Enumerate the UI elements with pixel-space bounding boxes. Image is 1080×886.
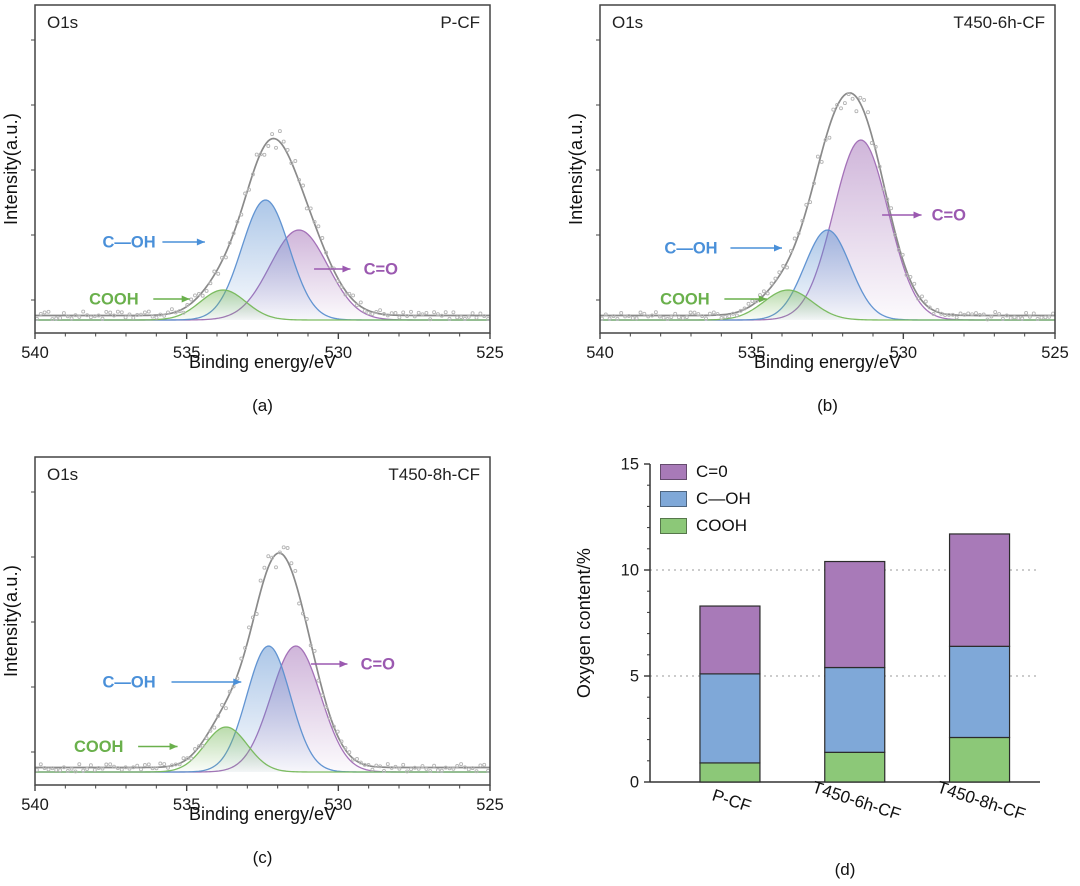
- svg-text:5: 5: [630, 668, 639, 686]
- x-axis-label-b: Binding energy/eV: [753, 352, 902, 372]
- spectrum-plot-t450-6h-cf: 540 535 530 525 C—OH C=O COOH: [586, 4, 1069, 362]
- panel-d: Oxygen content/% 0 5 10 15 P-CF T450-6h-CF T45…: [565, 452, 1080, 886]
- spectrum-plot-t450-8h-cf: 540 535 530 525 C—OH C=O COOH: [21, 456, 504, 814]
- legend: C=0 C—OH COOH: [660, 462, 751, 543]
- panel-b: Intensity(a.u.) 540 535 530 525 C—OH C=O COOH …: [565, 0, 1080, 443]
- orbital-label-a: O1s: [47, 13, 79, 32]
- svg-text:525: 525: [476, 796, 504, 814]
- sample-label-a: P-CF: [440, 13, 480, 32]
- panel-tag-d: (d): [834, 860, 856, 879]
- orbital-label-c: O1s: [47, 465, 79, 484]
- panel-a: Intensity(a.u.) 540 535 530 525 C—OH C=O COOH …: [0, 0, 540, 443]
- svg-text:T450-6h-CF: T450-6h-CF: [810, 778, 903, 824]
- svg-text:0: 0: [630, 774, 639, 792]
- svg-text:C—OH: C—OH: [102, 234, 155, 252]
- legend-swatch-c-o: [660, 464, 687, 480]
- svg-text:C—OH: C—OH: [102, 674, 155, 692]
- svg-text:535: 535: [173, 344, 201, 362]
- svg-text:535: 535: [173, 796, 201, 814]
- svg-text:535: 535: [738, 344, 766, 362]
- svg-text:540: 540: [21, 344, 49, 362]
- svg-text:525: 525: [1041, 344, 1069, 362]
- svg-text:540: 540: [586, 344, 614, 362]
- svg-text:COOH: COOH: [660, 291, 710, 309]
- panel-tag-c: (c): [252, 848, 273, 867]
- panel-tag-b: (b): [817, 396, 838, 415]
- svg-text:C=O: C=O: [361, 656, 396, 674]
- orbital-label-b: O1s: [612, 13, 644, 32]
- sample-label-b: T450-6h-CF: [953, 13, 1045, 32]
- panel-tag-a: (a): [252, 396, 273, 415]
- sample-label-c: T450-8h-CF: [388, 465, 480, 484]
- legend-item-cooh: COOH: [660, 516, 751, 536]
- svg-text:10: 10: [621, 562, 639, 580]
- svg-text:COOH: COOH: [74, 738, 124, 756]
- svg-text:C—OH: C—OH: [664, 240, 717, 258]
- svg-text:T450-8h-CF: T450-8h-CF: [935, 778, 1028, 824]
- panel-c: Intensity(a.u.) 540 535 530 525 C—OH C=O COOH …: [0, 452, 540, 886]
- spectrum-plot-p-cf: 540 535 530 525 C—OH C=O COOH: [21, 4, 504, 362]
- svg-text:530: 530: [325, 796, 353, 814]
- svg-text:525: 525: [476, 344, 504, 362]
- svg-text:C=O: C=O: [932, 207, 967, 225]
- svg-text:C=O: C=O: [364, 261, 399, 279]
- x-axis-label-a: Binding energy/eV: [188, 352, 337, 372]
- svg-text:P-CF: P-CF: [710, 786, 754, 816]
- svg-text:530: 530: [890, 344, 918, 362]
- svg-text:540: 540: [21, 796, 49, 814]
- legend-label-c-o: C=0: [696, 462, 728, 481]
- bar-chart-oxygen-content: 0 5 10 15 P-CF T450-6h-CF T450-8h-CF: [621, 456, 1040, 824]
- legend-swatch-c-oh: [660, 491, 687, 507]
- svg-text:COOH: COOH: [89, 291, 139, 309]
- svg-text:530: 530: [325, 344, 353, 362]
- svg-text:15: 15: [621, 456, 639, 474]
- legend-label-cooh: COOH: [696, 516, 747, 535]
- legend-swatch-cooh: [660, 518, 687, 534]
- legend-item-c-o: C=0: [660, 462, 751, 482]
- x-axis-label-c: Binding energy/eV: [188, 804, 337, 824]
- legend-label-c-oh: C—OH: [696, 489, 751, 508]
- legend-item-c-oh: C—OH: [660, 489, 751, 509]
